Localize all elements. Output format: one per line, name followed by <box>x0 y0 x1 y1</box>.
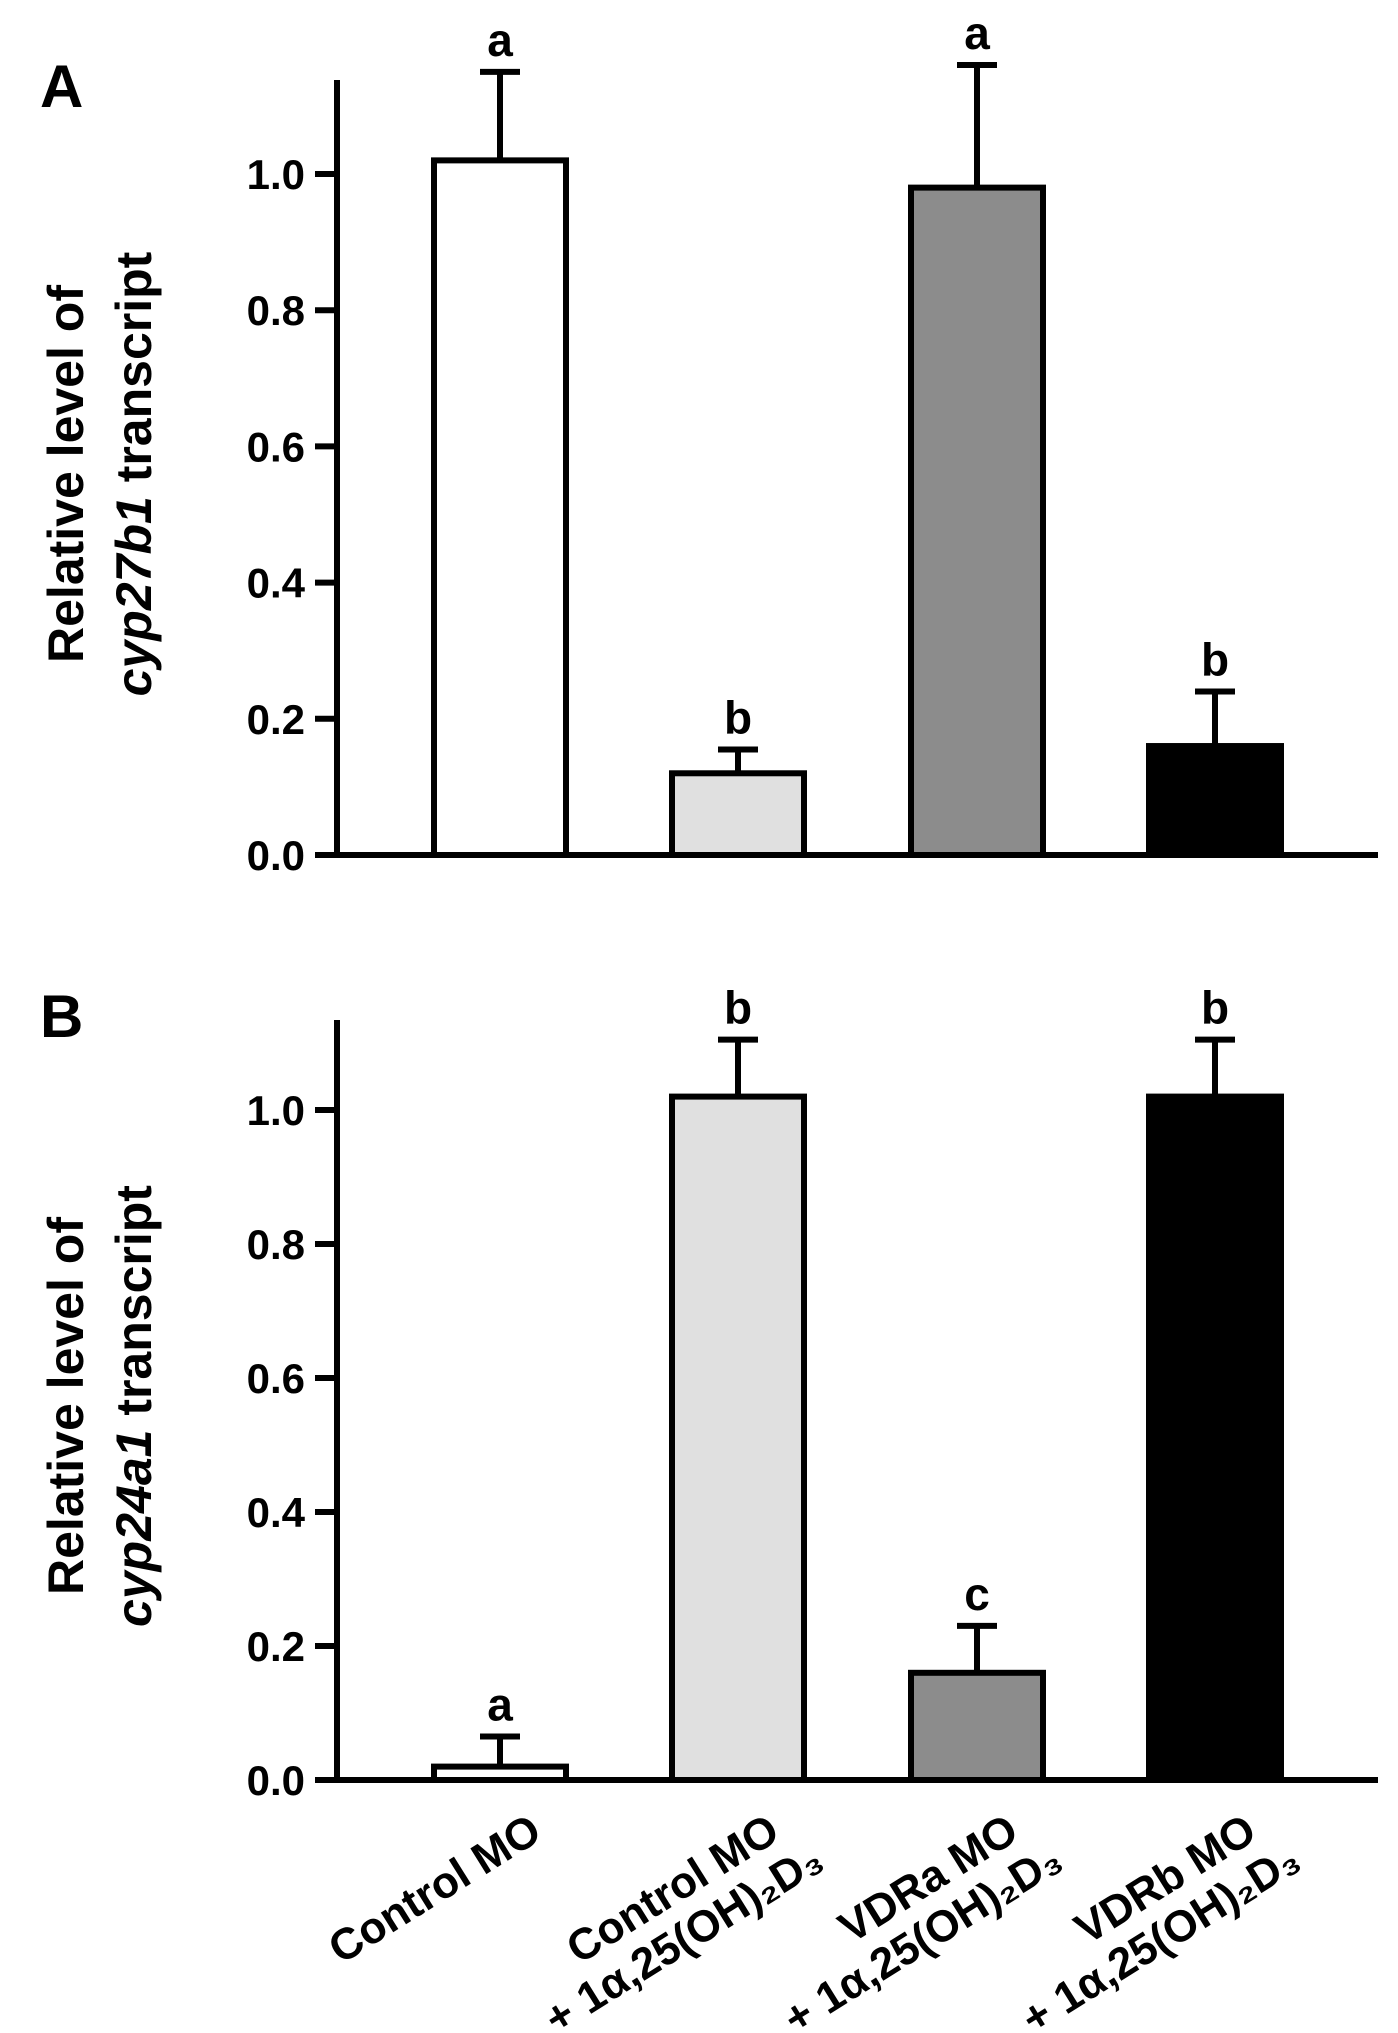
y-tick-label-a: 0.6 <box>247 423 305 470</box>
y-axis-title-b: Relative level of cyp24a1 transcript <box>38 1185 162 1627</box>
y-tick-label-a: 0.4 <box>247 560 306 607</box>
panel-a: A Relative level of cyp27b1 transcript 0… <box>38 7 1378 879</box>
y-axis-title-a: Relative level of cyp27b1 transcript <box>38 251 162 696</box>
significance-letter-a: b <box>1201 634 1229 686</box>
bar-b <box>669 1093 807 1783</box>
y-axis-title-a-line2: cyp27b1 transcript <box>106 251 162 696</box>
y-tick-label-b: 0.0 <box>247 1757 305 1804</box>
y-tick-label-b: 0.4 <box>247 1489 306 1536</box>
y-tick-label-a: 0.8 <box>247 287 305 334</box>
panel-b: B Relative level of cyp24a1 transcript 0… <box>38 982 1378 1804</box>
y-tick-label-a: 0.2 <box>247 696 305 743</box>
significance-letter-a: a <box>964 7 990 59</box>
y-axis-title-b-line2: cyp24a1 transcript <box>106 1185 162 1627</box>
significance-letter-b: b <box>724 982 752 1034</box>
bar-a <box>669 770 807 859</box>
y-tick-label-a: 0.0 <box>247 832 305 879</box>
y-tick-label-b: 0.2 <box>247 1623 305 1670</box>
panel-label-b: B <box>40 983 83 1050</box>
bar-b <box>431 1763 569 1783</box>
y-tick-label-b: 0.8 <box>247 1221 305 1268</box>
significance-letter-b: c <box>964 1568 990 1620</box>
significance-letter-a: b <box>724 691 752 743</box>
y-tick-label-b: 0.6 <box>247 1355 305 1402</box>
significance-letter-b: b <box>1201 982 1229 1034</box>
panel-label-a: A <box>40 53 83 120</box>
bar-b <box>908 1669 1046 1784</box>
bar-b <box>1146 1093 1284 1783</box>
x-category-label: VDRb MO+ 1α,25(OH)₂D₃ <box>1013 1805 1308 2033</box>
y-tick-label-a: 1.0 <box>247 151 305 198</box>
significance-letter-a: a <box>487 14 513 66</box>
bar-a <box>908 184 1046 858</box>
significance-letter-b: a <box>487 1678 513 1730</box>
y-axis-title-a-line1: Relative level of <box>38 285 94 663</box>
bar-a <box>1146 743 1284 858</box>
y-tick-label-b: 1.0 <box>247 1087 305 1134</box>
x-category-label-line1: Control MO <box>320 1805 549 1973</box>
y-axis-title-b-line1: Relative level of <box>38 1217 94 1595</box>
x-category-label: Control MO <box>320 1805 549 1973</box>
bar-a <box>431 157 569 858</box>
